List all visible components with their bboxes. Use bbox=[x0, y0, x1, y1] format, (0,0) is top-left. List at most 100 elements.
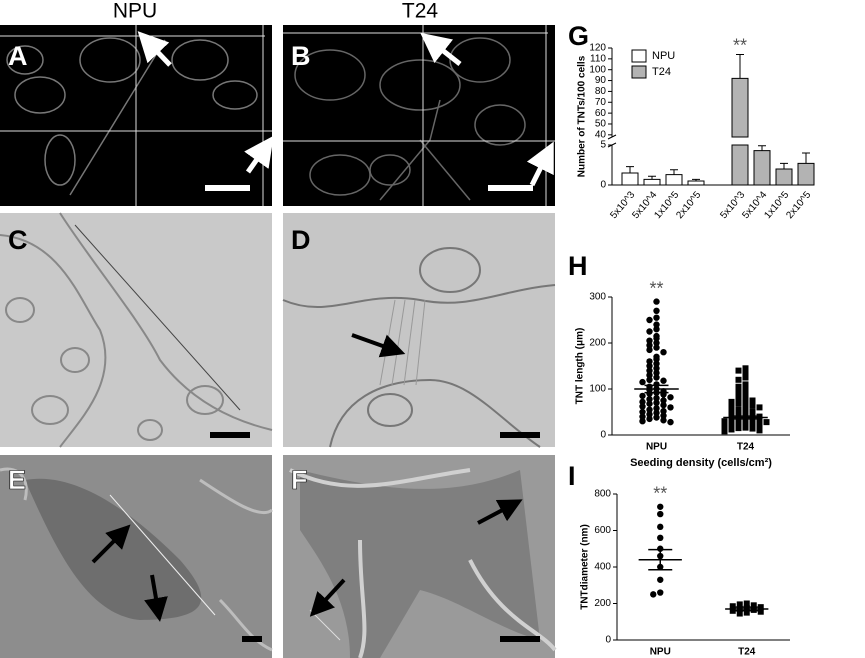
data-point bbox=[646, 367, 653, 374]
micrograph: C bbox=[0, 212, 273, 448]
data-point bbox=[653, 335, 660, 342]
y-tick-label: 90 bbox=[595, 75, 607, 86]
y-tick-label: 120 bbox=[589, 43, 606, 54]
x-tick-label: 2x10^5 bbox=[784, 189, 813, 221]
data-point bbox=[667, 394, 674, 401]
y-tick-label: 0 bbox=[605, 635, 611, 646]
y-tick-label: 5 bbox=[600, 140, 606, 151]
panel-label: E bbox=[8, 465, 26, 495]
error-bar bbox=[626, 166, 634, 173]
data-point bbox=[653, 326, 660, 333]
error-bar bbox=[648, 548, 673, 571]
data-point bbox=[749, 425, 756, 432]
y-tick-label: 800 bbox=[594, 489, 611, 500]
data-point bbox=[653, 395, 660, 402]
data-point bbox=[736, 601, 743, 608]
annotation: ** bbox=[653, 484, 667, 504]
data-point bbox=[657, 576, 664, 583]
y-axis-title: Number of TNTs/100 cells bbox=[577, 55, 588, 177]
panel-label: A bbox=[8, 41, 28, 71]
data-point bbox=[749, 402, 756, 409]
data-point bbox=[735, 367, 742, 374]
micrograph: A bbox=[0, 25, 274, 206]
data-point bbox=[742, 420, 749, 427]
bar bbox=[731, 77, 749, 186]
y-tick-label: 100 bbox=[589, 384, 606, 395]
legend-swatch bbox=[631, 49, 647, 63]
data-point bbox=[742, 409, 749, 416]
data-point bbox=[735, 388, 742, 395]
y-tick-label: 300 bbox=[589, 292, 606, 303]
y-tick-label: 80 bbox=[595, 86, 607, 97]
data-point bbox=[646, 337, 653, 344]
error-bar bbox=[670, 169, 678, 175]
data-point bbox=[756, 404, 763, 411]
data-point bbox=[653, 344, 660, 351]
y-tick-label: 0 bbox=[600, 430, 606, 441]
x-tick-label: T24 bbox=[738, 647, 756, 658]
data-point bbox=[750, 602, 757, 609]
data-point bbox=[653, 414, 660, 421]
data-point bbox=[660, 397, 667, 404]
data-point bbox=[742, 374, 749, 381]
data-point bbox=[660, 417, 667, 424]
column-header: T24 bbox=[402, 0, 439, 23]
data-point bbox=[660, 349, 667, 356]
data-point bbox=[646, 362, 653, 370]
x-tick-label: T24 bbox=[737, 442, 755, 453]
data-point bbox=[728, 409, 735, 415]
data-point bbox=[742, 386, 749, 392]
panel-label: F bbox=[291, 465, 308, 495]
data-point bbox=[735, 383, 742, 390]
data-point bbox=[660, 401, 667, 409]
data-point bbox=[653, 339, 660, 347]
x-tick-label: 2x10^5 bbox=[674, 189, 703, 221]
error-bar bbox=[733, 415, 758, 420]
data-point bbox=[653, 365, 660, 372]
data-point bbox=[743, 600, 750, 607]
data-point bbox=[646, 358, 653, 365]
data-point bbox=[728, 421, 735, 428]
data-point bbox=[742, 390, 749, 397]
data-point bbox=[660, 412, 667, 419]
data-point bbox=[650, 591, 657, 598]
micrograph: F bbox=[283, 455, 557, 658]
data-point bbox=[657, 534, 664, 541]
data-point bbox=[646, 346, 653, 354]
bar bbox=[687, 180, 705, 186]
error-bar bbox=[692, 178, 700, 181]
y-axis-title: TNT length (μm) bbox=[575, 328, 586, 405]
bar bbox=[775, 168, 793, 186]
data-point bbox=[639, 392, 646, 400]
data-point bbox=[735, 392, 742, 399]
bar bbox=[621, 172, 639, 186]
y-tick-label: 400 bbox=[594, 562, 611, 573]
error-bar bbox=[734, 606, 759, 612]
y-tick-label: 0 bbox=[600, 180, 606, 191]
data-point bbox=[735, 425, 742, 432]
data-point bbox=[657, 503, 664, 510]
y-tick-label: 110 bbox=[590, 53, 606, 64]
data-point bbox=[729, 603, 736, 610]
data-point bbox=[742, 365, 749, 372]
data-point bbox=[742, 395, 749, 402]
data-point bbox=[660, 407, 667, 415]
error-bar bbox=[736, 54, 744, 79]
y-tick-label: 60 bbox=[595, 108, 607, 119]
data-point bbox=[646, 415, 653, 423]
error-bar bbox=[644, 384, 669, 394]
y-tick-label: 100 bbox=[589, 64, 606, 75]
data-point bbox=[756, 427, 763, 434]
data-point bbox=[756, 413, 763, 420]
data-point bbox=[735, 406, 742, 413]
data-point bbox=[646, 328, 653, 335]
data-point bbox=[742, 399, 749, 406]
y-tick-label: 50 bbox=[595, 119, 607, 130]
data-point bbox=[639, 403, 646, 410]
data-point bbox=[646, 342, 653, 349]
data-point bbox=[657, 510, 664, 518]
error-bar bbox=[780, 162, 788, 169]
error-bar bbox=[648, 175, 656, 180]
bar bbox=[643, 178, 661, 186]
